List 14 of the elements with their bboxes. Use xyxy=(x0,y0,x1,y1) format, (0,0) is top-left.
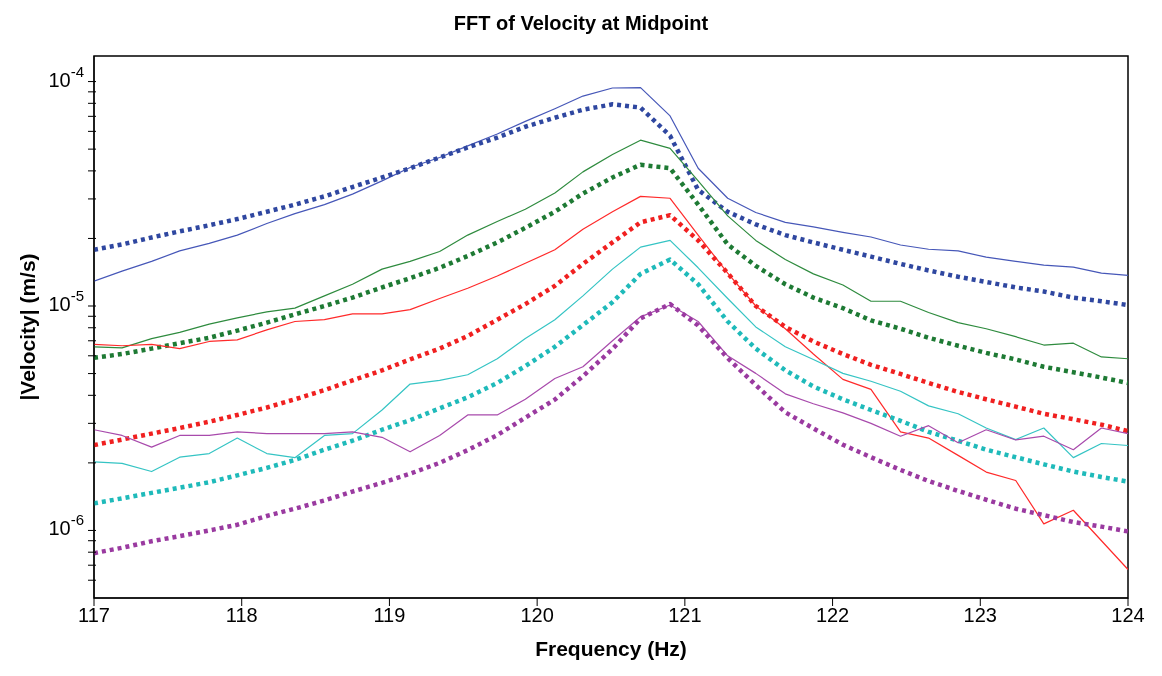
y-tick-label: 10$^{-4}$ xyxy=(48,63,84,91)
y-tick-label: 10$^{-6}$ xyxy=(48,511,84,540)
x-axis-title: Frequency (Hz) xyxy=(535,637,687,660)
x-tick-label: 120 xyxy=(520,604,554,627)
x-tick-label: 123 xyxy=(963,604,997,627)
x-tick-label: 122 xyxy=(815,604,850,627)
chart-title: FFT of Velocity at Midpoint xyxy=(452,11,710,36)
x-tick-label: 117 xyxy=(78,604,110,627)
y-tick-label: 10$^{-5}$ xyxy=(48,287,84,316)
x-tick-label: 119 xyxy=(373,604,406,627)
x-tick-label: 118 xyxy=(225,604,258,627)
x-tick-label: 121 xyxy=(668,604,702,627)
y-axis-title: |Velocity| (m/s) xyxy=(16,253,40,401)
x-tick-label: 124 xyxy=(1111,604,1145,627)
